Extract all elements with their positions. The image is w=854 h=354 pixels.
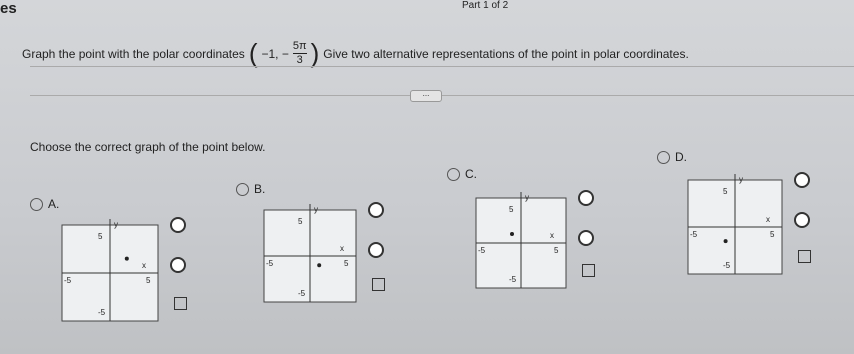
tick-label: 5 — [770, 230, 775, 239]
x-axis-label: x — [340, 244, 344, 253]
question-text: Give two alternative representations of … — [323, 46, 689, 61]
open-icon[interactable] — [582, 264, 595, 277]
zoom-icon[interactable] — [170, 217, 186, 233]
zoom-icon[interactable] — [578, 230, 594, 246]
tick-label: -5 — [266, 259, 274, 268]
question: Graph the point with the polar coordinat… — [22, 38, 689, 69]
option-letter: D. — [675, 150, 687, 164]
zoom-icon[interactable] — [578, 190, 594, 206]
tick-label: 5 — [98, 232, 103, 241]
more-button[interactable]: ... — [410, 90, 442, 102]
denominator: 3 — [296, 54, 303, 66]
numerator: 5π — [292, 40, 307, 54]
open-icon[interactable] — [372, 278, 385, 291]
point — [510, 232, 514, 236]
instruction: Choose the correct graph of the point be… — [30, 140, 266, 154]
zoom-icon[interactable] — [368, 242, 384, 258]
paren: ) — [310, 38, 320, 68]
graph[interactable]: yx5-5-5 5 — [466, 188, 576, 298]
zoom-icon[interactable] — [368, 202, 384, 218]
x-axis-label: x — [142, 261, 146, 270]
tick-label: 5 — [509, 205, 514, 214]
y-axis-label: y — [739, 175, 743, 184]
zoom-icon[interactable] — [170, 257, 186, 273]
fraction: 5π 3 — [292, 40, 307, 67]
tick-label: 5 — [146, 276, 151, 285]
divider — [30, 66, 854, 67]
tick-label: -5 — [298, 289, 306, 298]
tick-label: -5 — [690, 230, 698, 239]
tick-label: -5 — [509, 275, 517, 284]
y-axis-label: y — [314, 205, 318, 214]
point — [124, 256, 129, 261]
graph[interactable]: yx5-5-5 5 — [254, 200, 366, 312]
point — [723, 239, 728, 244]
tick-label: -5 — [64, 276, 72, 285]
open-icon[interactable] — [174, 297, 187, 310]
divider — [30, 95, 854, 96]
zoom-icon[interactable] — [794, 172, 810, 188]
option-letter: A. — [48, 197, 60, 211]
graph[interactable]: yx5-5-5 5 — [52, 215, 168, 331]
tick-label: -5 — [723, 261, 731, 270]
tick-label: 5 — [298, 217, 303, 226]
option-letter: C. — [465, 167, 477, 181]
radio[interactable] — [236, 183, 249, 196]
open-icon[interactable] — [798, 250, 811, 263]
y-axis-label: y — [114, 220, 118, 229]
x-axis-label: x — [766, 215, 770, 224]
coord: −1, − — [261, 46, 289, 61]
paren: ( — [248, 38, 258, 68]
tick-label: 5 — [723, 187, 728, 196]
radio[interactable] — [447, 168, 460, 181]
header-title: es — [0, 0, 17, 17]
radio[interactable] — [657, 151, 670, 164]
y-axis-label: y — [525, 193, 529, 202]
graph[interactable]: yx5-5-5 5 — [678, 170, 792, 284]
x-axis-label: x — [550, 231, 554, 240]
option-letter: B. — [254, 182, 266, 196]
part-label: Part 1 of 2 — [462, 0, 509, 11]
tick-label: -5 — [98, 308, 106, 317]
tick-label: 5 — [554, 246, 559, 255]
radio[interactable] — [30, 198, 43, 211]
tick-label: 5 — [344, 259, 349, 268]
tick-label: -5 — [478, 246, 486, 255]
point — [317, 263, 322, 268]
zoom-icon[interactable] — [794, 212, 810, 228]
question-text: Graph the point with the polar coordinat… — [22, 46, 245, 61]
